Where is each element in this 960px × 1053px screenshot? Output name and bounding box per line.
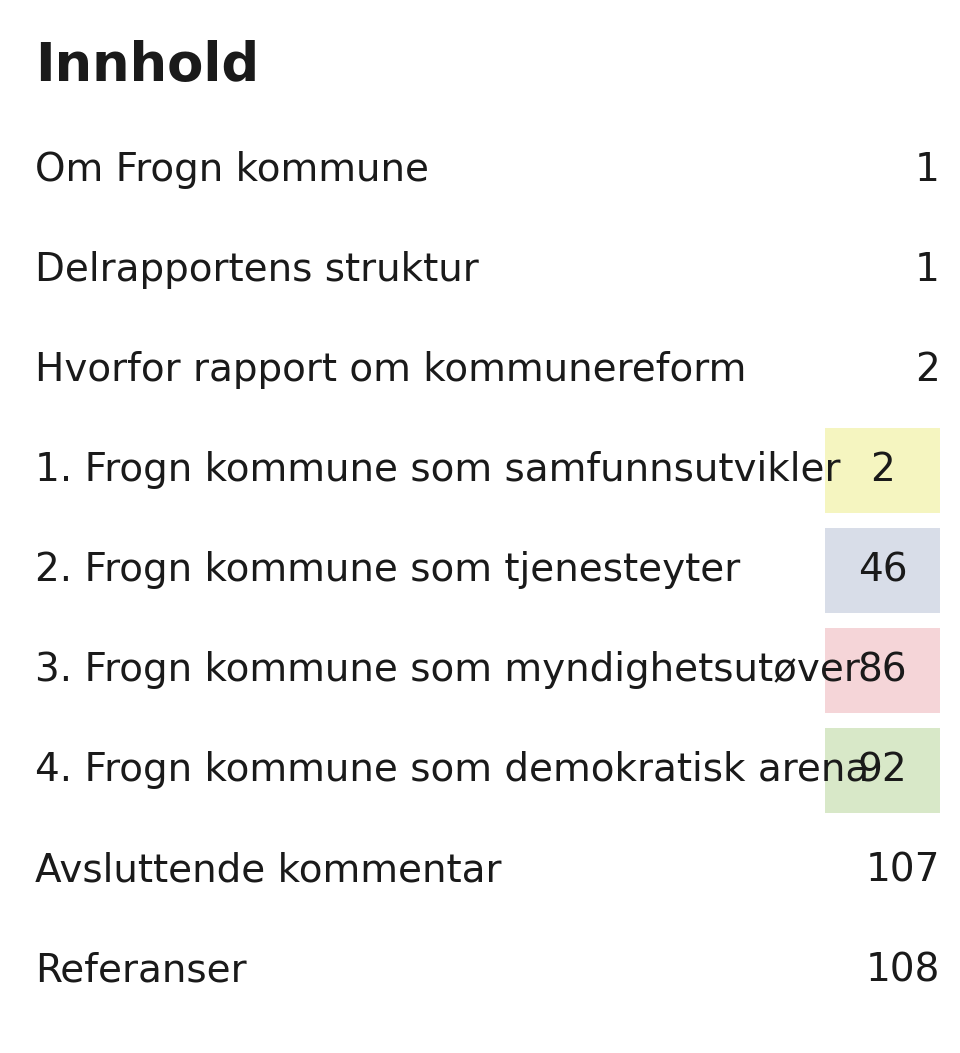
Text: 108: 108 (866, 951, 940, 989)
Text: Innhold: Innhold (35, 40, 259, 92)
FancyBboxPatch shape (825, 528, 940, 613)
FancyBboxPatch shape (825, 628, 940, 713)
FancyBboxPatch shape (825, 428, 940, 513)
Text: 3. Frogn kommune som myndighetsutøver: 3. Frogn kommune som myndighetsutøver (35, 651, 860, 689)
Text: 86: 86 (857, 651, 907, 689)
Text: 46: 46 (857, 551, 907, 589)
FancyBboxPatch shape (825, 728, 940, 813)
Text: 107: 107 (866, 851, 940, 889)
Text: 4. Frogn kommune som demokratisk arena: 4. Frogn kommune som demokratisk arena (35, 751, 869, 789)
Text: Referanser: Referanser (35, 951, 247, 989)
Text: 1: 1 (915, 251, 940, 289)
Text: 1: 1 (915, 151, 940, 188)
Text: 1. Frogn kommune som samfunnsutvikler: 1. Frogn kommune som samfunnsutvikler (35, 451, 841, 489)
Text: 2: 2 (870, 451, 895, 489)
Text: Om Frogn kommune: Om Frogn kommune (35, 151, 429, 188)
Text: Delrapportens struktur: Delrapportens struktur (35, 251, 479, 289)
Text: 2. Frogn kommune som tjenesteyter: 2. Frogn kommune som tjenesteyter (35, 551, 740, 589)
Text: Avsluttende kommentar: Avsluttende kommentar (35, 851, 501, 889)
Text: Hvorfor rapport om kommunereform: Hvorfor rapport om kommunereform (35, 351, 746, 389)
Text: 92: 92 (857, 751, 907, 789)
Text: 2: 2 (915, 351, 940, 389)
